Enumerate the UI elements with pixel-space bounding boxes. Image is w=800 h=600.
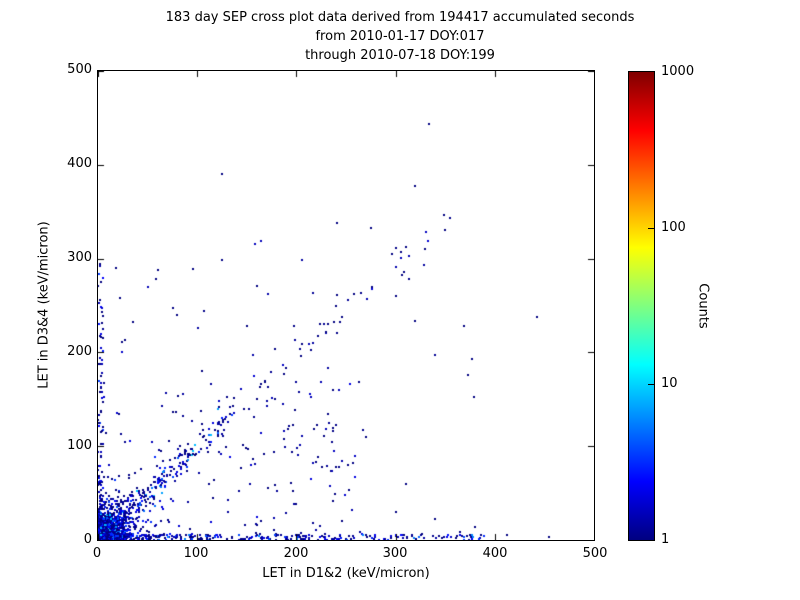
colorbar-axis-label: Counts <box>695 283 711 329</box>
x-tick-0: 0 <box>92 546 102 561</box>
colorbar <box>628 71 655 541</box>
x-axis-label: LET in D1&2 (keV/micron) <box>262 566 430 581</box>
x-tick-100: 100 <box>183 546 209 561</box>
colorbar-label-1000: 1000 <box>661 64 695 79</box>
title-line-1: 183 day SEP cross plot data derived from… <box>165 10 635 25</box>
x-tick-500: 500 <box>582 546 608 561</box>
y-tick-100: 100 <box>67 438 92 453</box>
x-tick-300: 300 <box>382 546 408 561</box>
title-line-3: through 2010-07-18 DOY:199 <box>305 48 495 63</box>
y-tick-200: 200 <box>67 344 92 359</box>
colorbar-label-1: 1 <box>661 532 670 547</box>
y-axis-label: LET in D3&4 (keV/micron) <box>36 221 52 389</box>
x-tick-200: 200 <box>283 546 309 561</box>
chart-title: 183 day SEP cross plot data derived from… <box>0 8 800 65</box>
plot-area <box>97 70 595 541</box>
y-tick-0: 0 <box>83 532 92 547</box>
title-line-2: from 2010-01-17 DOY:017 <box>315 29 485 44</box>
y-tick-400: 400 <box>67 156 92 171</box>
colorbar-label-10: 10 <box>661 376 678 391</box>
colorbar-tick-100 <box>648 228 654 229</box>
colorbar-label-100: 100 <box>661 220 686 235</box>
y-tick-500: 500 <box>67 62 92 77</box>
x-tick-400: 400 <box>482 546 508 561</box>
y-tick-300: 300 <box>67 250 92 265</box>
scatter-plot-canvas <box>98 71 594 540</box>
colorbar-tick-10 <box>648 384 654 385</box>
